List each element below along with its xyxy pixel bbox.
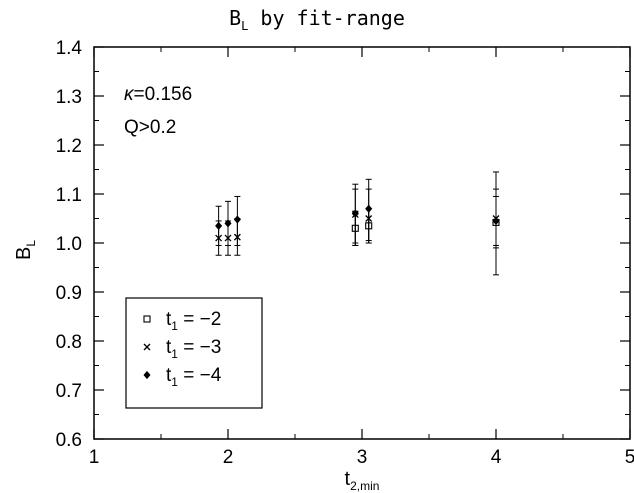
legend-label-main: t — [166, 309, 172, 330]
chart-title-main: B — [229, 6, 241, 30]
data-point — [215, 205, 223, 246]
chart-title-sub: L — [241, 19, 248, 33]
y-tick-label: 1.3 — [56, 87, 82, 108]
cross-stroke — [143, 343, 151, 351]
y-tick-label: 0.7 — [56, 381, 82, 402]
kappa-value: =0.156 — [134, 84, 193, 105]
data-point — [233, 195, 241, 246]
diamond-marker — [492, 216, 500, 226]
legend-label-rest: = −4 — [178, 365, 222, 386]
legend-label-main: t — [166, 337, 172, 358]
legend-label-sub: 1 — [171, 375, 178, 389]
series-diamond — [215, 171, 500, 276]
kappa-annotation: κ=0.156 — [124, 84, 192, 105]
y-tick-label: 1.2 — [56, 136, 82, 157]
q-annotation: Q>0.2 — [124, 117, 176, 138]
diamond-marker — [224, 219, 232, 228]
x-axis-label-sub: 2,min — [350, 479, 379, 493]
data-point — [365, 178, 373, 242]
y-axis-label: BL — [13, 240, 38, 260]
cross-marker — [143, 343, 151, 351]
x-axis-label: t2,min — [345, 468, 380, 493]
axes-layer: 1 2 3 4 5 0.6 0.7 0.8 0.9 1.0 1.1 1.2 1.3 1.4 — [56, 38, 634, 468]
legend-entry: t1 = −3 — [143, 337, 221, 361]
x-tick-label: 5 — [625, 447, 634, 468]
chart-title: BL by fit-range — [229, 6, 405, 33]
legend-label-sub: 1 — [171, 347, 178, 361]
legend-entry: t1 = −4 — [143, 365, 222, 389]
y-tick-label: 1.0 — [56, 234, 82, 255]
diamond-marker — [233, 215, 241, 224]
legend-entries: t1 = −2t1 = −3t1 = −4 — [143, 309, 222, 389]
legend: t1 = −2t1 = −3t1 = −4 — [125, 297, 263, 409]
diamond-marker — [143, 370, 151, 380]
x-tick-label: 3 — [357, 447, 368, 468]
kappa-symbol: κ — [124, 84, 135, 105]
x-tick-label: 2 — [223, 447, 234, 468]
chart-title-rest: by fit-range — [248, 6, 405, 30]
data-point — [492, 171, 500, 276]
y-tick-label: 0.8 — [56, 332, 82, 353]
legend-label: t1 = −3 — [166, 337, 221, 361]
legend-label-rest: = −2 — [178, 309, 221, 330]
diamond-marker — [351, 209, 359, 218]
y-axis-label-main: B — [13, 247, 35, 260]
legend-label: t1 = −4 — [166, 365, 222, 389]
diamond-marker — [215, 221, 223, 230]
legend-label: t1 = −2 — [166, 309, 221, 333]
legend-label-rest: = −3 — [178, 337, 221, 358]
x-tick-label: 4 — [491, 447, 502, 468]
diamond-marker — [365, 204, 373, 213]
data-layer — [215, 171, 500, 276]
legend-label-main: t — [166, 365, 172, 386]
y-tick-label: 1.1 — [56, 185, 82, 206]
y-axis-label-sub: L — [24, 240, 38, 247]
legend-entry: t1 = −2 — [143, 309, 221, 333]
y-tick-label: 1.4 — [56, 38, 83, 59]
x-tick-label: 1 — [89, 447, 100, 468]
data-point — [351, 183, 359, 246]
legend-label-sub: 1 — [171, 319, 178, 333]
y-tick-label: 0.9 — [56, 283, 82, 304]
data-point — [224, 200, 232, 246]
series-square — [351, 195, 500, 249]
square-marker — [143, 315, 151, 323]
y-tick-label: 0.6 — [56, 430, 82, 451]
x-axis-label-main: t — [345, 468, 351, 490]
